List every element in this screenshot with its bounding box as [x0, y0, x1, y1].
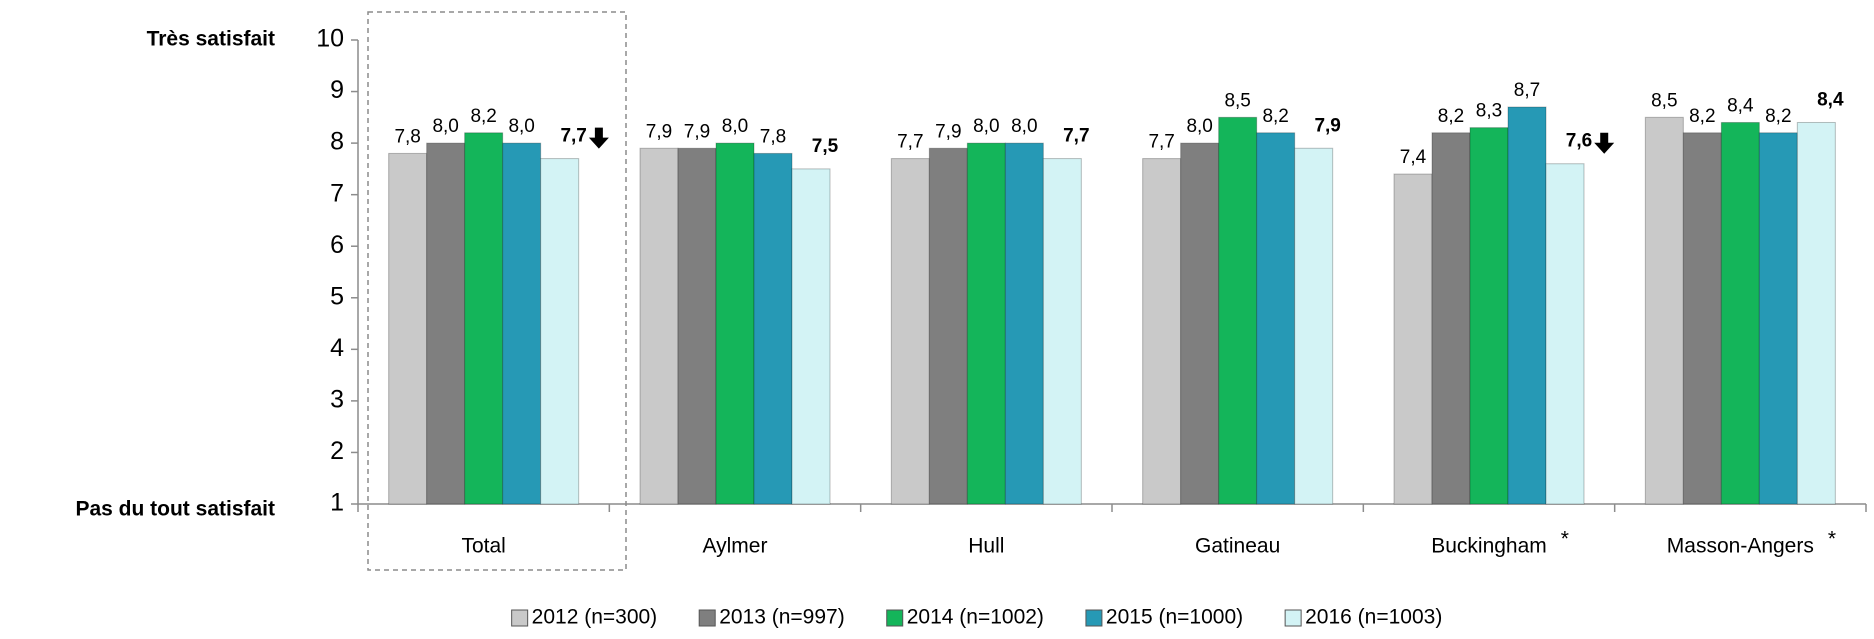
- value-label: 7,8: [760, 126, 786, 147]
- bar: [1796, 121, 1836, 505]
- legend-swatch: [886, 609, 904, 627]
- legend-swatch: [1284, 609, 1302, 627]
- highlight-box: [367, 11, 627, 571]
- bar: [928, 147, 968, 505]
- bar: [1431, 132, 1471, 505]
- value-label: 8,4: [1817, 90, 1844, 111]
- y-tick-label: 1: [330, 489, 344, 517]
- bar: [1256, 132, 1296, 505]
- value-label: 7,4: [1400, 147, 1427, 168]
- bar: [1004, 142, 1044, 505]
- value-label: 7,7: [897, 132, 923, 153]
- x-tick-label: Total: [461, 535, 505, 558]
- bar: [540, 158, 580, 505]
- value-label: 8,2: [1765, 106, 1791, 127]
- bar: [464, 132, 504, 505]
- bar: [753, 152, 793, 505]
- value-label: 7,9: [935, 121, 961, 142]
- value-label: 8,0: [1011, 116, 1037, 137]
- y-tick-label: 8: [330, 128, 344, 156]
- y-tick-label: 3: [330, 385, 344, 413]
- bar: [1545, 163, 1585, 505]
- bar: [1720, 121, 1760, 505]
- value-label: 8,2: [1262, 106, 1288, 127]
- bar: [388, 152, 428, 505]
- bar: [1682, 132, 1722, 505]
- value-label: 8,0: [722, 116, 748, 137]
- value-label: 8,0: [432, 116, 458, 137]
- value-label: 8,0: [973, 116, 999, 137]
- y-bottom-label: Pas du tout satisfait: [75, 498, 275, 521]
- value-label: 8,4: [1727, 96, 1754, 117]
- legend-label: 2013 (n=997): [719, 606, 845, 629]
- category-note: *: [1561, 528, 1569, 551]
- value-label: 7,6: [1566, 131, 1592, 152]
- value-label: 8,5: [1224, 90, 1250, 111]
- bar: [677, 147, 717, 505]
- value-label: 7,8: [394, 126, 420, 147]
- y-tick-label: 4: [330, 334, 344, 362]
- legend-swatch: [1085, 609, 1103, 627]
- bar: [1469, 127, 1509, 505]
- y-tick-label: 7: [330, 179, 344, 207]
- value-label: 7,9: [646, 121, 672, 142]
- y-tick-label: 5: [330, 282, 344, 310]
- legend-swatch: [698, 609, 716, 627]
- value-label: 8,5: [1651, 90, 1677, 111]
- legend-swatch: [511, 609, 529, 627]
- x-tick-label: Aylmer: [703, 535, 768, 558]
- bar: [1294, 147, 1334, 505]
- bar: [1644, 116, 1684, 505]
- legend-label: 2015 (n=1000): [1106, 606, 1243, 629]
- y-tick-label: 2: [330, 437, 344, 465]
- bar: [890, 158, 930, 505]
- value-label: 8,2: [1438, 106, 1464, 127]
- y-tick-label: 6: [330, 231, 344, 259]
- y-tick-label: 9: [330, 76, 344, 104]
- value-label: 8,7: [1514, 80, 1540, 101]
- x-tick-label: Hull: [968, 535, 1004, 558]
- bar: [1142, 158, 1182, 505]
- x-tick-label: Gatineau: [1195, 535, 1280, 558]
- x-tick-label: Buckingham: [1431, 535, 1547, 558]
- value-label: 8,0: [1186, 116, 1212, 137]
- y-top-label: Très satisfait: [147, 28, 275, 51]
- bar: [502, 142, 542, 505]
- value-label: 8,2: [1689, 106, 1715, 127]
- bar: [1393, 173, 1433, 505]
- value-label: 8,0: [508, 116, 534, 137]
- bar: [1180, 142, 1220, 505]
- decrease-arrow: [1594, 132, 1615, 154]
- value-label: 7,5: [812, 136, 839, 157]
- bar: [1042, 158, 1082, 505]
- value-label: 8,2: [470, 106, 496, 127]
- legend-label: 2012 (n=300): [532, 606, 658, 629]
- bar: [966, 142, 1006, 505]
- value-label: 7,7: [1063, 126, 1089, 147]
- value-label: 7,7: [560, 126, 586, 147]
- value-label: 7,9: [684, 121, 710, 142]
- value-label: 8,3: [1476, 101, 1502, 122]
- category-note: *: [1828, 528, 1836, 551]
- bar: [1218, 116, 1258, 505]
- bar: [426, 142, 466, 505]
- bar: [791, 168, 831, 505]
- bar: [639, 147, 679, 505]
- x-tick-label: Masson-Angers: [1667, 535, 1814, 558]
- legend-label: 2014 (n=1002): [907, 606, 1044, 629]
- y-tick-label: 10: [316, 25, 344, 53]
- value-label: 7,7: [1148, 132, 1174, 153]
- bar: [1758, 132, 1798, 505]
- bar: [715, 142, 755, 505]
- decrease-arrow: [588, 127, 609, 149]
- legend-label: 2016 (n=1003): [1305, 606, 1442, 629]
- bar: [1507, 106, 1547, 505]
- value-label: 7,9: [1314, 115, 1340, 136]
